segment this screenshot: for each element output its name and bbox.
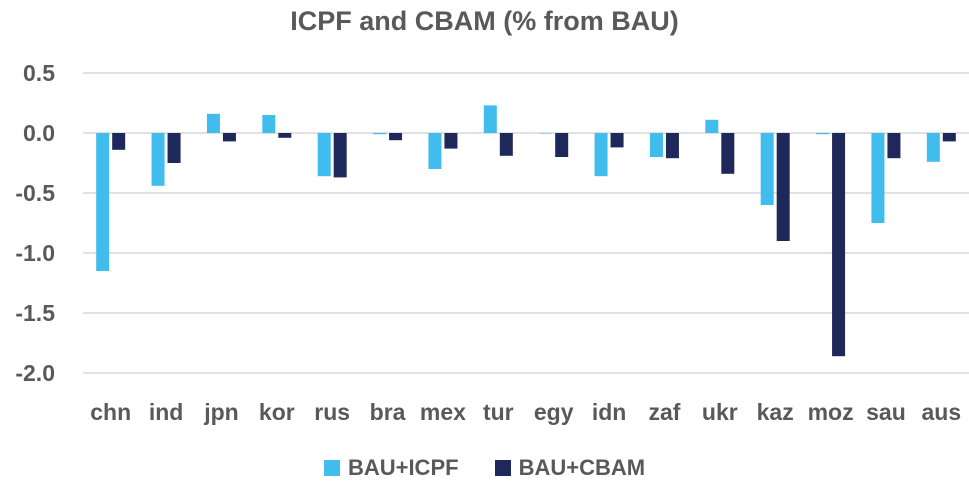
x-tick-label: mex [420,399,466,425]
x-tick-label: tur [483,399,514,425]
bar-bau-icpf-rus [317,133,331,177]
y-tick-label: -1.0 [15,240,55,266]
legend-label-cbam: BAU+CBAM [518,455,646,480]
bar-bau-icpf-moz [816,133,830,135]
bar-bau-icpf-bra [373,133,387,135]
bar-bau-cbam-aus [942,133,956,142]
x-tick-label: ind [149,399,184,425]
bar-bau-cbam-tur [499,133,513,156]
x-tick-label: sau [866,399,906,425]
y-tick-label: 0.5 [23,60,55,86]
bar-bau-cbam-rus [333,133,347,178]
x-tick-label: bra [370,399,406,425]
bar-bau-cbam-jpn [222,133,236,142]
x-tick-label: jpn [203,399,239,425]
x-tick-label: zaf [648,399,680,425]
legend-swatch-icpf [323,460,340,476]
legend-swatch-cbam [494,460,511,476]
x-tick-label: ukr [702,399,738,425]
bar-bau-cbam-kor [278,133,292,138]
bar-bau-icpf-sau [871,133,885,223]
bar-bau-icpf-aus [926,133,940,162]
bar-bau-cbam-ind [167,133,181,163]
bar-bau-icpf-ukr [705,119,719,133]
bar-bau-icpf-mex [428,133,442,169]
bar-bau-cbam-kaz [776,133,790,241]
bar-bau-cbam-bra [389,133,403,141]
bar-bau-icpf-jpn [206,113,220,133]
bar-bau-cbam-egy [555,133,569,157]
x-tick-label: egy [534,399,574,425]
bar-bau-cbam-mex [444,133,458,149]
bar-bau-icpf-chn [96,133,110,271]
bar-bau-cbam-moz [832,133,846,357]
bar-bau-cbam-zaf [665,133,679,159]
x-tick-label: chn [90,399,131,425]
x-tick-label: kor [259,399,295,425]
bar-bau-icpf-idn [594,133,608,177]
bar-bau-icpf-egy [539,133,553,134]
bar-bau-icpf-kaz [760,133,774,205]
y-tick-label: -0.5 [15,180,55,206]
y-tick-label: -1.5 [15,300,55,326]
legend-label-icpf: BAU+ICPF [347,455,459,480]
chart-title: ICPF and CBAM (% from BAU) [290,6,679,36]
bar-bau-icpf-zaf [649,133,663,157]
bar-bau-icpf-ind [151,133,165,186]
legend-item-cbam: BAU+CBAM [494,455,646,481]
legend-item-icpf: BAU+ICPF [323,455,459,481]
x-tick-label: rus [314,399,350,425]
bar-bau-cbam-idn [610,133,624,148]
y-tick-label: 0.0 [23,120,55,146]
x-tick-label: idn [592,399,627,425]
legend: BAU+ICPF BAU+CBAM [0,455,969,481]
x-tick-label: moz [808,399,854,425]
x-tick-label: aus [921,399,961,425]
bar-bau-icpf-tur [483,105,497,133]
bar-bau-cbam-chn [112,133,126,150]
x-tick-label: kaz [757,399,794,425]
bar-bau-icpf-kor [262,115,276,133]
bar-bau-cbam-ukr [721,133,735,174]
bar-bau-cbam-sau [887,133,901,159]
y-tick-label: -2.0 [15,360,55,386]
